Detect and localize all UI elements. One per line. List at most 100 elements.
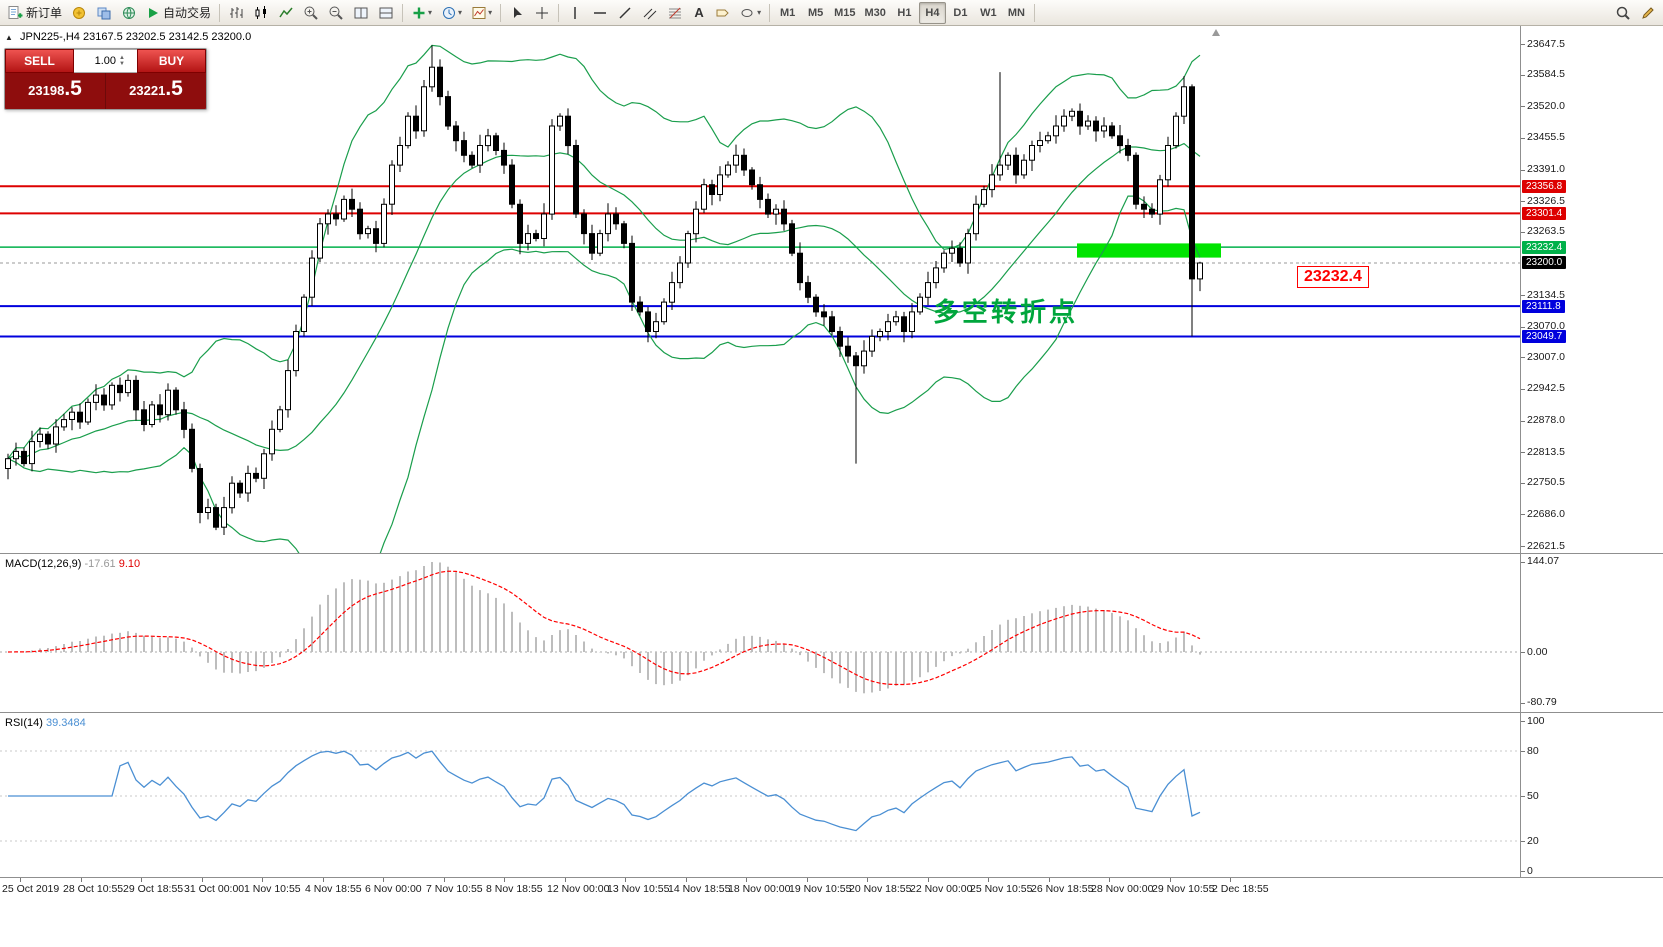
bar-chart-button[interactable] (224, 2, 248, 24)
sell-price: 23198 .5 (5, 73, 105, 109)
timeframe-d1-button[interactable]: D1 (953, 6, 968, 19)
profiles-button[interactable] (92, 2, 116, 24)
line-chart-button[interactable] (274, 2, 298, 24)
shapes-button[interactable]: ▾ (736, 2, 765, 24)
price-axis-label: 22813.5 (1527, 446, 1565, 458)
price-axis-label: 23263.5 (1527, 225, 1565, 237)
cascade-windows-button[interactable] (374, 2, 398, 24)
bar-chart-icon (228, 5, 244, 21)
price-axis-tick (1521, 201, 1525, 202)
time-axis-tick (988, 878, 989, 882)
search-button[interactable] (1611, 2, 1635, 24)
label-tool-button[interactable] (711, 2, 735, 24)
crosshair-icon (534, 5, 550, 21)
zoom-out-button[interactable] (324, 2, 348, 24)
web-button[interactable] (117, 2, 141, 24)
charts-button[interactable] (67, 2, 91, 24)
macd-axis[interactable]: 144.07 0.00 -80.79 (1521, 554, 1663, 711)
separator (1033, 3, 1035, 22)
horizontal-line-button[interactable] (588, 2, 612, 24)
chart-annotation-text[interactable]: 多空转折点 (933, 297, 1079, 327)
time-axis-label: 22 Nov 00:00 (910, 883, 973, 895)
trendline-button[interactable] (613, 2, 637, 24)
rsi-label: RSI(14) 39.3484 (5, 717, 86, 729)
time-axis-tick (20, 878, 21, 882)
divider (105, 73, 106, 109)
price-axis-label: 23391.0 (1527, 163, 1565, 175)
timeframe-mn-button[interactable]: MN (1007, 6, 1025, 19)
draw-button[interactable] (1636, 2, 1660, 24)
timeframe-w1-button[interactable]: W1 (980, 6, 997, 19)
chevron-down-icon: ▾ (488, 8, 493, 17)
vertical-line-button[interactable] (563, 2, 587, 24)
tile-windows-icon (353, 5, 369, 21)
time-axis-tick (565, 878, 566, 882)
crosshair-button[interactable] (530, 2, 554, 24)
time-axis-label: 29 Oct 18:55 (123, 883, 184, 895)
autotrade-button[interactable]: 自动交易 (142, 2, 215, 24)
price-axis-label: 22942.5 (1527, 382, 1565, 394)
channel-button[interactable] (638, 2, 662, 24)
cursor-button[interactable] (505, 2, 529, 24)
sell-button[interactable]: SELL (5, 49, 74, 73)
rsi-panel[interactable]: RSI(14) 39.3484 (0, 713, 1520, 877)
timeframe-m30-button[interactable]: M30 (864, 6, 886, 19)
separator (558, 3, 560, 22)
time-axis-tick (444, 878, 445, 882)
volume-down-button[interactable]: ▼ (119, 61, 125, 67)
profiles-icon (96, 5, 112, 21)
price-axis-label: 23326.5 (1527, 195, 1565, 207)
one-click-toggle[interactable]: ▲ (5, 33, 13, 42)
rsi-axis-tick (1521, 841, 1525, 842)
rsi-axis[interactable]: 100 80 50 20 0 (1521, 713, 1663, 877)
fibonacci-button[interactable] (663, 2, 687, 24)
zoom-in-button[interactable] (299, 2, 323, 24)
panel-separator[interactable] (0, 877, 1663, 878)
time-axis[interactable]: 25 Oct 2019 28 Oct 10:55 29 Oct 18:55 31 Oc… (0, 878, 1663, 902)
add-indicator-button[interactable]: ▾ (407, 2, 436, 24)
buy-button[interactable]: BUY (137, 49, 206, 73)
chart-shift-marker[interactable] (1212, 29, 1220, 36)
fibonacci-icon (667, 5, 683, 21)
time-axis-tick (625, 878, 626, 882)
time-axis-label: 29 Nov 10:55 (1152, 883, 1215, 895)
rsi-name: RSI(14) (5, 717, 43, 729)
macd-panel[interactable]: MACD(12,26,9) -17.61 9.10 (0, 554, 1520, 711)
rsi-axis-tick (1521, 871, 1525, 872)
price-axis-tick (1521, 389, 1525, 390)
ohlc-values: 23167.5 23202.5 23142.5 23200.0 (82, 31, 252, 43)
timeframe-m5-button[interactable]: M5 (807, 6, 824, 19)
toolbar: 新订单 自动交易 (0, 0, 1663, 26)
timeframe-h1-button[interactable]: H1 (897, 6, 912, 19)
panel-separator[interactable] (0, 553, 1663, 554)
volume-input[interactable] (74, 55, 118, 67)
price-axis-tick (1521, 106, 1525, 107)
text-tool-button[interactable]: A (688, 2, 710, 24)
panel-separator[interactable] (0, 712, 1663, 713)
timeframe-h4-button[interactable]: H4 (918, 1, 946, 24)
autotrade-label: 自动交易 (163, 6, 212, 20)
new-order-button[interactable]: 新订单 (3, 2, 66, 24)
price-axis-tick (1521, 514, 1525, 515)
candlestick-button[interactable] (249, 2, 273, 24)
periods-button[interactable]: ▾ (437, 2, 466, 24)
time-axis-label: 14 Nov 18:55 (668, 883, 731, 895)
time-axis-label: 28 Nov 00:00 (1091, 883, 1154, 895)
templates-button[interactable]: ▾ (467, 2, 496, 24)
price-callout-label[interactable]: 23232.4 (1297, 266, 1369, 288)
price-axis-tick (1521, 357, 1525, 358)
price-axis[interactable]: 23647.5 23584.5 23520.0 23455.5 23391.0 23326… (1521, 26, 1663, 553)
timeframe-m1-button[interactable]: M1 (779, 6, 796, 19)
tile-windows-button[interactable] (349, 2, 373, 24)
timeframe-m15-button[interactable]: M15 (834, 6, 856, 19)
separator (500, 3, 502, 22)
price-axis-label: 23007.0 (1527, 351, 1565, 363)
main-chart-panel[interactable]: ▲ JPN225-,H4 23167.5 23202.5 23142.5 232… (0, 26, 1520, 553)
macd-chart (0, 562, 1520, 694)
channel-icon (642, 5, 658, 21)
rsi-axis-tick (1521, 751, 1525, 752)
sell-price-fraction: .5 (64, 77, 82, 100)
volume-up-button[interactable]: ▲ (119, 55, 125, 61)
time-axis-label: 1 Nov 10:55 (244, 883, 301, 895)
price-axis-tick (1521, 232, 1525, 233)
